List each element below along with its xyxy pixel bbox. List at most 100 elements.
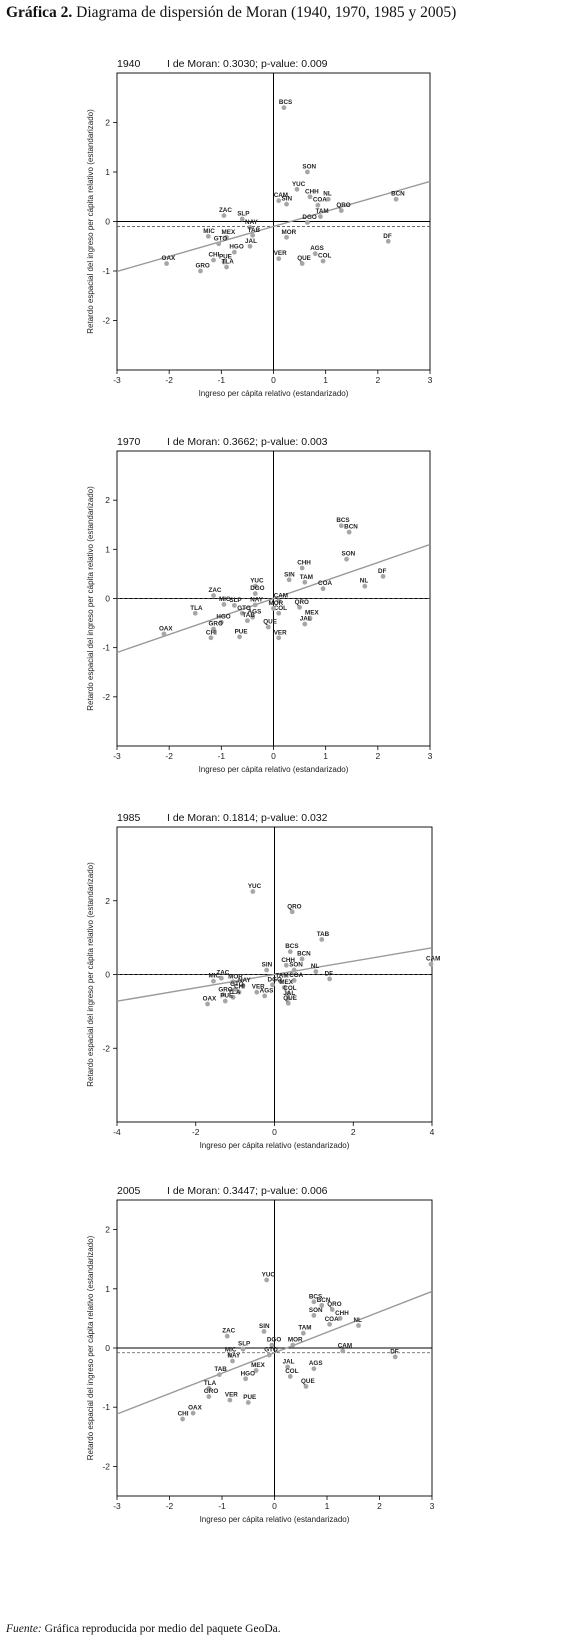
point-label-col: COL: [285, 1368, 298, 1375]
data-point-que: [285, 1000, 291, 1006]
data-point-dgo: [270, 982, 275, 988]
data-point-jal: [285, 1364, 291, 1370]
data-point-chh: [307, 194, 313, 200]
point-label-ags: AGS: [310, 245, 324, 252]
point-label-mor: MOR: [288, 1337, 303, 1344]
point-label-gto: GTO: [214, 235, 228, 242]
y-tick-label: -2: [102, 1461, 110, 1471]
data-point-mex: [224, 234, 229, 240]
point-label-mex: MEX: [222, 229, 236, 236]
point-label-bcs: BCS: [336, 517, 349, 524]
point-label-que: QUE: [263, 619, 277, 626]
data-point-bcs: [338, 523, 344, 529]
data-point-hgo: [218, 619, 224, 625]
point-label-gro: GRO: [218, 986, 232, 993]
point-label-que: QUE: [297, 255, 311, 262]
point-label-ver: VER: [252, 984, 265, 991]
data-point-slp: [240, 1346, 246, 1352]
point-label-df: DF: [390, 1348, 399, 1355]
point-label-bcs: BCS: [279, 99, 292, 106]
data-point-bcn: [346, 529, 352, 535]
data-point-ags: [262, 993, 268, 999]
data-point-oax: [190, 1410, 196, 1416]
point-label-yuc: YUC: [262, 1271, 276, 1278]
point-label-bcs: BCS: [309, 1293, 322, 1300]
data-point-col: [287, 1374, 293, 1379]
x-tick-label: -1: [218, 375, 226, 385]
data-point-gto: [232, 986, 238, 992]
point-label-chi: CHI: [209, 252, 220, 259]
data-point-coa: [315, 202, 321, 208]
point-label-df: DF: [383, 233, 392, 240]
point-label-tab: TAB: [248, 227, 261, 234]
point-label-yuc: YUC: [292, 181, 306, 188]
point-label-mic: MIC: [225, 1347, 237, 1354]
point-label-nl: NL: [354, 1317, 363, 1324]
point-label-zac: ZAC: [219, 207, 232, 214]
point-label-cam: CAM: [274, 192, 288, 199]
point-label-hgo: HGO: [241, 1370, 255, 1377]
point-label-cam: CAM: [426, 956, 440, 963]
point-label-zac: ZAC: [216, 970, 229, 977]
x-tick-label: 1: [323, 375, 328, 385]
point-label-qro: QRO: [336, 202, 350, 209]
data-point-qro: [297, 604, 302, 610]
x-axis-label: Ingreso per cápita relativo (estandariza…: [199, 389, 349, 398]
data-point-mic: [221, 602, 227, 607]
data-point-jal: [285, 996, 291, 1001]
data-point-ags: [311, 1366, 317, 1372]
point-label-son: SON: [289, 962, 303, 969]
data-point-qro: [289, 909, 295, 915]
data-point-chh: [299, 565, 305, 571]
moran-plot-1985: 1985 I de Moran: 0.1814; p-value: 0.032 -4…: [0, 804, 562, 1164]
data-point-bcs: [311, 1299, 317, 1305]
data-point-nay: [252, 602, 258, 608]
regression-line: [116, 180, 431, 273]
data-point-nl: [362, 583, 368, 589]
data-point-pue: [222, 998, 228, 1004]
point-label-nl: NL: [360, 578, 369, 585]
data-point-jal: [302, 621, 308, 627]
data-point-hgo: [243, 1376, 249, 1382]
data-point-zac: [224, 1333, 230, 1339]
point-label-gto: GTO: [230, 981, 244, 988]
data-point-oax: [205, 1001, 210, 1007]
scatter-svg: 2005 I de Moran: 0.3447; p-value: 0.006 -3…: [86, 1185, 435, 1524]
point-label-gto: GTO: [237, 605, 251, 612]
y-tick-label: -1: [102, 1402, 110, 1412]
point-label-col: COL: [283, 985, 296, 992]
data-point-mor: [290, 1342, 296, 1348]
point-label-tam: TAM: [298, 1325, 311, 1332]
data-point-mex: [307, 615, 313, 621]
point-label-bcn: BCN: [344, 524, 358, 531]
data-point-mex: [281, 985, 287, 990]
point-label-chi: CHI: [234, 984, 245, 991]
data-point-bcs: [287, 949, 293, 955]
panel-year: 1985: [117, 812, 141, 824]
data-point-gto: [239, 610, 245, 616]
data-point-yuc: [264, 1277, 270, 1283]
x-tick-label: -2: [165, 375, 173, 385]
point-label-tab: TAB: [214, 1366, 227, 1373]
point-label-bcs: BCS: [285, 943, 298, 950]
y-tick-label: 2: [105, 896, 110, 906]
data-point-son: [305, 169, 310, 175]
point-label-slp: SLP: [238, 1341, 250, 1348]
point-label-gto: GTO: [264, 1347, 278, 1354]
data-point-ver: [254, 989, 260, 995]
data-point-bcn: [393, 196, 399, 202]
moran-plot-2005: 2005 I de Moran: 0.3447; p-value: 0.006 -3…: [0, 1178, 562, 1538]
data-point-yuc: [294, 186, 300, 192]
data-point-tam: [302, 579, 308, 585]
data-point-chh: [283, 962, 289, 968]
data-point-cam: [276, 198, 282, 204]
y-tick-label: 0: [105, 594, 110, 604]
point-label-bcn: BCN: [391, 191, 405, 198]
x-axis-label: Ingreso per cápita relativo (estandariza…: [200, 1141, 350, 1150]
point-label-slp: SLP: [229, 597, 241, 604]
y-tick-label: 1: [105, 167, 110, 177]
point-label-slp: SLP: [237, 211, 249, 218]
point-label-zac: ZAC: [209, 587, 222, 594]
x-tick-label: 2: [377, 1501, 382, 1511]
panel-year: 1940: [117, 58, 141, 70]
